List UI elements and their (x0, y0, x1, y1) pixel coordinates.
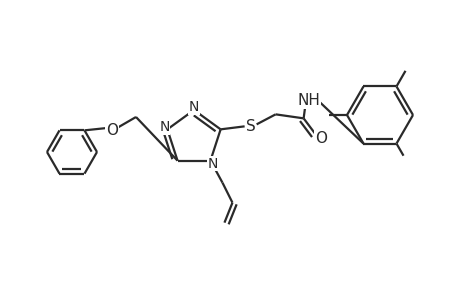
Text: O: O (106, 122, 118, 137)
Text: N: N (159, 120, 169, 134)
Text: S: S (245, 119, 255, 134)
Text: N: N (188, 100, 199, 114)
Text: O: O (314, 131, 326, 146)
Text: NH: NH (297, 93, 319, 108)
Text: N: N (207, 157, 217, 171)
